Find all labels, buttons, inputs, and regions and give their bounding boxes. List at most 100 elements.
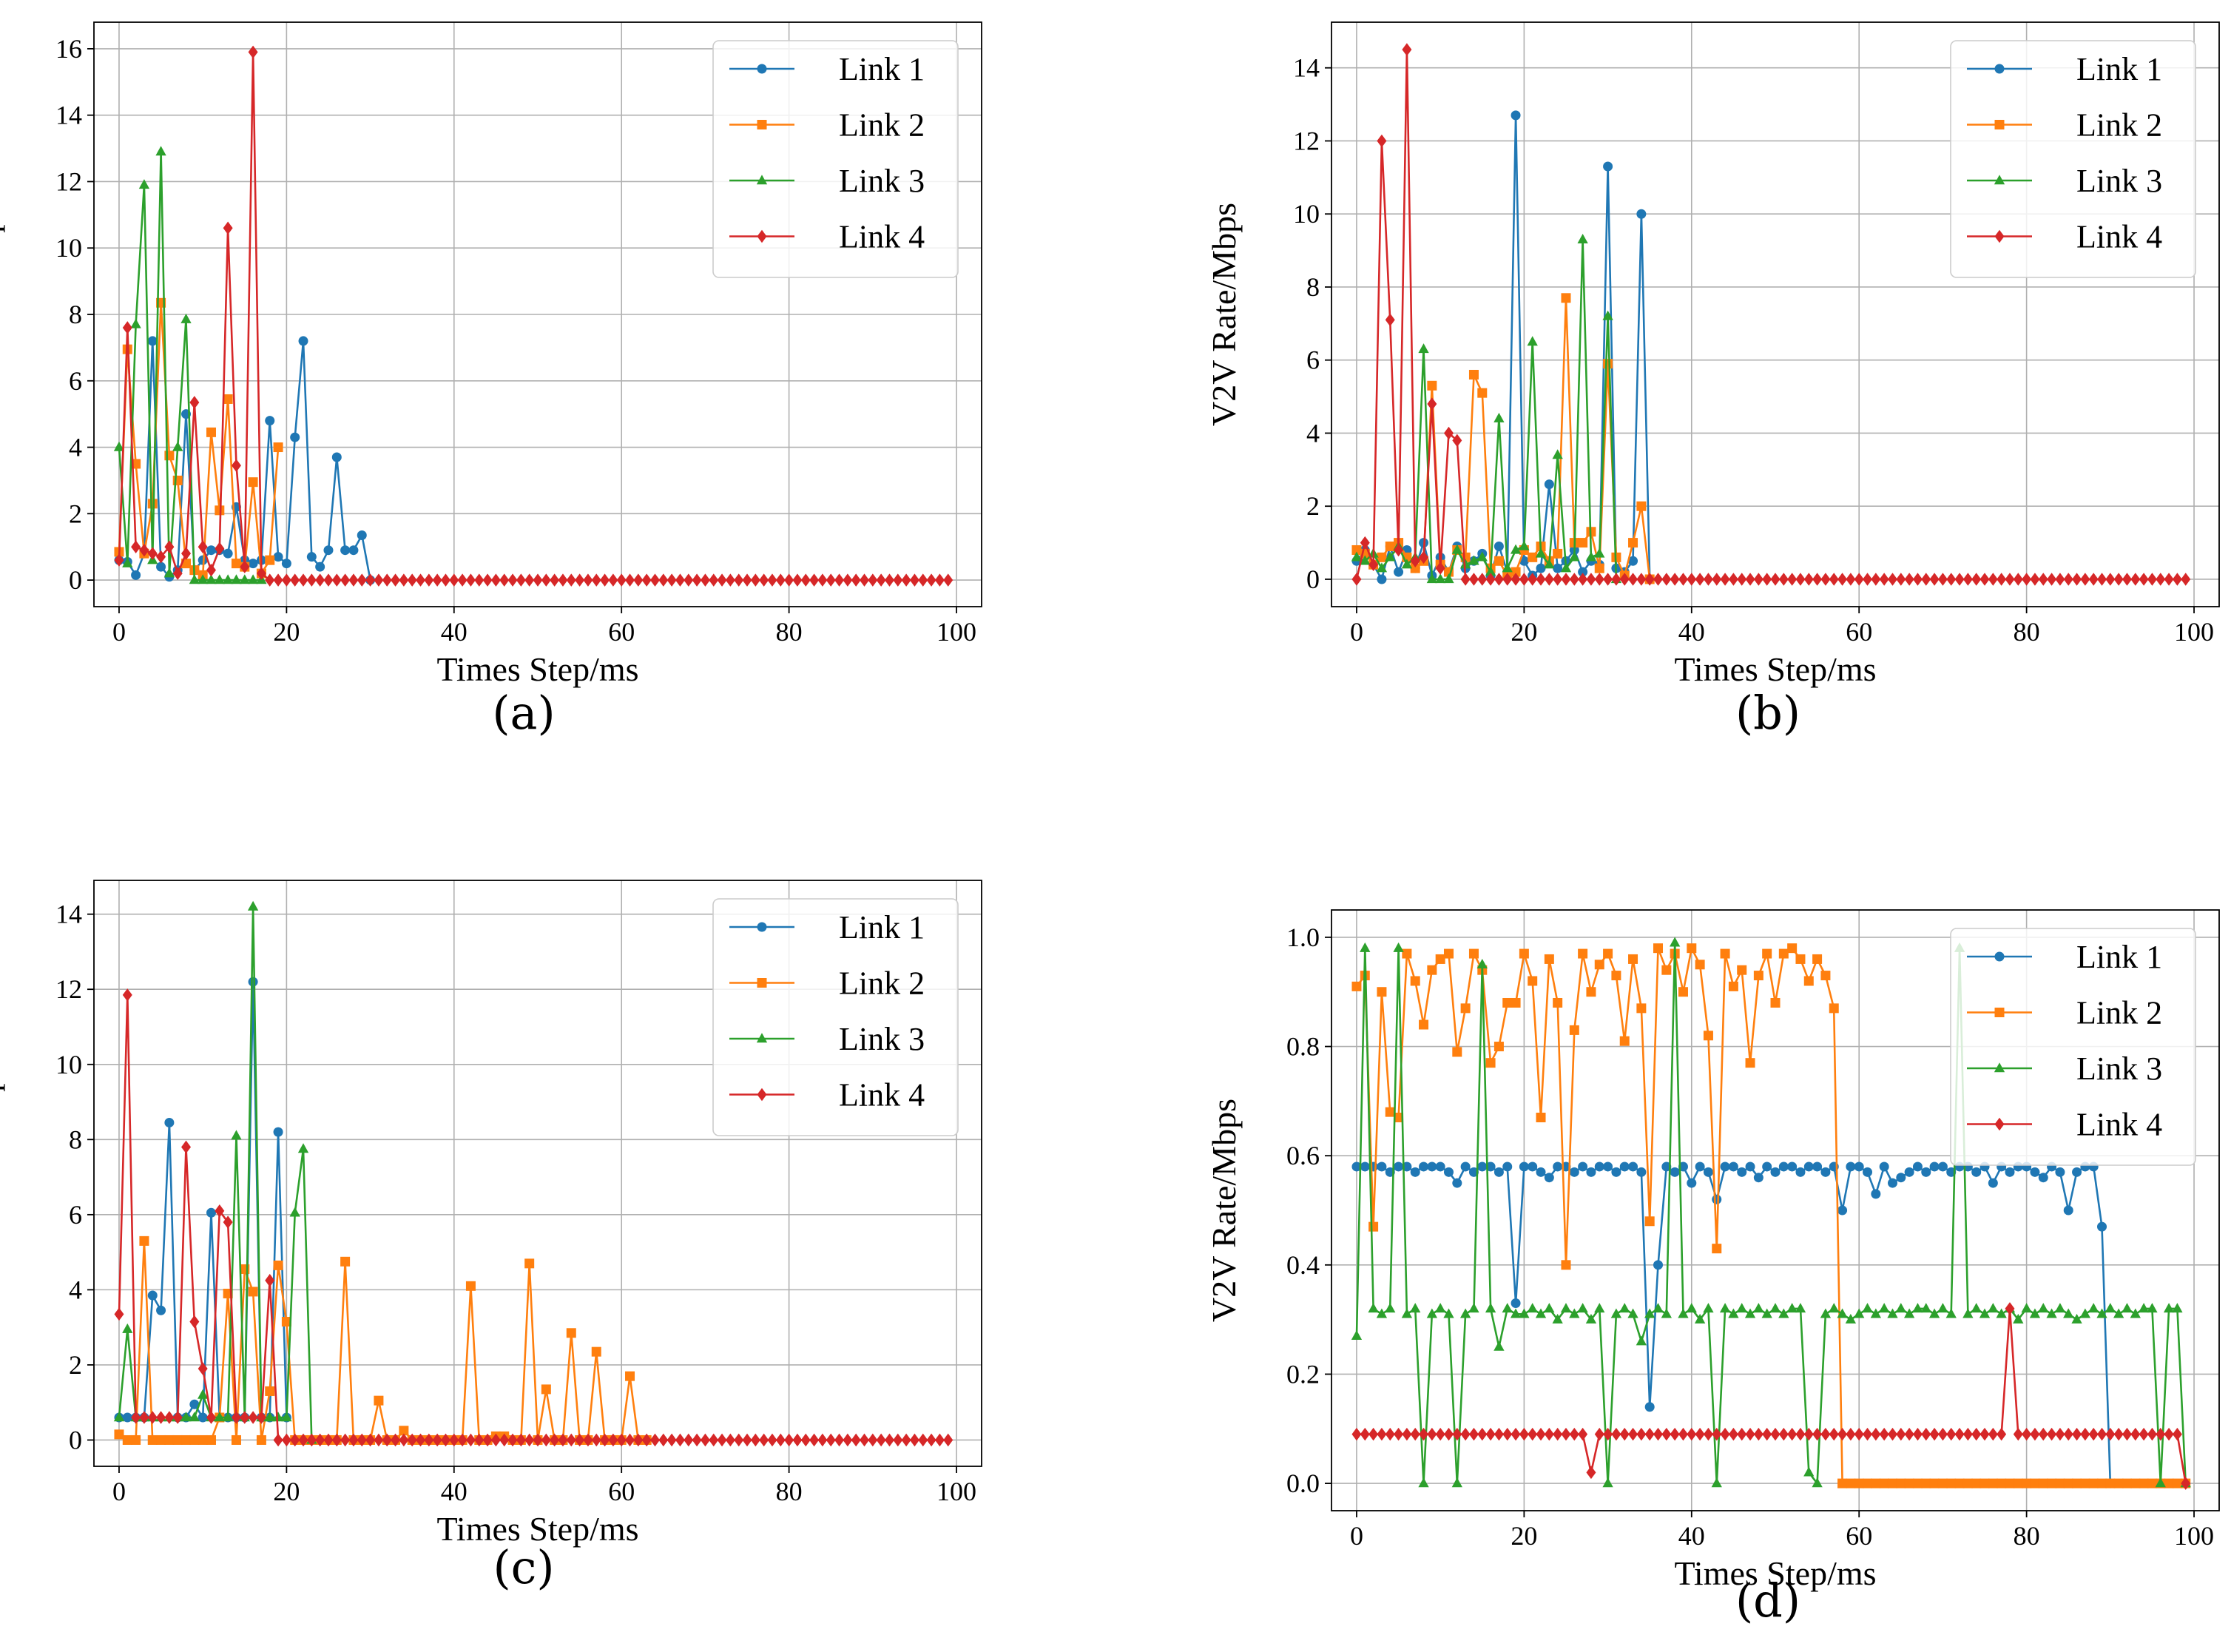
data-point-link1	[1603, 161, 1613, 172]
data-point-link4	[1586, 573, 1596, 586]
data-point-link3	[1510, 1308, 1522, 1318]
data-point-link4	[348, 1433, 359, 1447]
data-point-link2	[172, 1434, 183, 1445]
data-point-link1	[1536, 563, 1546, 573]
data-point-link1	[1929, 1162, 1940, 1172]
data-point-link4	[416, 573, 426, 587]
data-point-link4	[298, 573, 308, 587]
legend-item-link2: Link 2	[1967, 995, 2162, 1031]
data-point-link4	[1896, 1427, 1906, 1441]
data-point-link3	[231, 1130, 242, 1140]
data-point-link3	[1661, 1308, 1672, 1318]
x-tick-label: 40	[441, 617, 468, 647]
data-point-link2	[1871, 1478, 1881, 1489]
data-point-link2	[1553, 997, 1563, 1008]
data-point-link3	[1502, 1303, 1513, 1313]
data-point-link4	[734, 573, 744, 587]
data-point-link2	[1511, 997, 1521, 1008]
data-point-link2	[147, 499, 158, 509]
data-point-link3	[2172, 1303, 2183, 1313]
data-point-link2	[1762, 948, 1772, 959]
data-point-link1	[1795, 1167, 1806, 1177]
data-point-link4	[600, 573, 610, 587]
data-point-link3	[1778, 1308, 1789, 1318]
data-point-link4	[1502, 573, 1513, 586]
data-point-link2	[1427, 965, 1437, 975]
data-point-link4	[2030, 573, 2040, 586]
data-point-link4	[298, 1433, 308, 1447]
data-point-link4	[666, 1433, 677, 1447]
y-axis-label: V2V Rate/Mbps	[1205, 203, 1243, 426]
data-point-link4	[1962, 1427, 1973, 1441]
data-point-link4	[834, 573, 845, 587]
data-point-link4	[575, 573, 585, 587]
data-point-link1	[340, 545, 351, 556]
data-point-link1	[1493, 1167, 1504, 1177]
data-point-link4	[189, 1315, 200, 1329]
data-point-link4	[1586, 1466, 1596, 1480]
data-point-link3	[281, 1412, 292, 1422]
data-point-link1	[357, 530, 367, 540]
data-point-link4	[558, 1433, 568, 1447]
data-point-link4	[558, 573, 568, 587]
data-point-link4	[1493, 573, 1504, 586]
data-point-link4	[2147, 1427, 2157, 1441]
data-point-link3	[1569, 1308, 1580, 1318]
x-tick-label: 100	[936, 617, 976, 647]
data-point-link4	[1946, 573, 1957, 586]
x-tick-label: 100	[2174, 1521, 2214, 1551]
data-point-link2	[524, 1258, 535, 1269]
series-link4	[1351, 1302, 2191, 1490]
data-point-link3	[289, 1207, 300, 1217]
data-point-link2	[1485, 1058, 1496, 1068]
data-point-link4	[1493, 1427, 1504, 1441]
data-point-link2	[122, 1434, 132, 1445]
data-point-link2	[248, 1287, 258, 1297]
data-point-link4	[1452, 434, 1462, 448]
y-tick-label: 0.0	[1286, 1469, 1320, 1498]
series-line-link2	[118, 301, 280, 576]
data-point-link4	[273, 573, 283, 587]
data-point-link1	[156, 1305, 166, 1315]
data-point-link4	[1921, 1427, 1931, 1441]
legend-item-link2: Link 2	[729, 107, 925, 144]
legend-item-link3: Link 3	[1967, 1051, 2162, 1087]
data-point-link3	[1627, 1308, 1638, 1318]
y-tick-label: 8	[69, 1125, 82, 1154]
data-point-link4	[700, 573, 710, 587]
legend-item-link4: Link 4	[729, 219, 925, 255]
data-point-link2	[223, 394, 233, 404]
data-point-link4	[684, 1433, 694, 1447]
data-point-link4	[1594, 573, 1604, 586]
data-point-link1	[1670, 1167, 1680, 1177]
data-point-link4	[700, 1433, 710, 1447]
data-point-link2	[2105, 1478, 2116, 1489]
data-point-link1	[156, 562, 166, 572]
data-point-link3	[1351, 551, 1363, 562]
data-point-link4	[851, 1433, 861, 1447]
data-point-link1	[1879, 1162, 1889, 1172]
data-point-link4	[817, 1433, 828, 1447]
data-point-link2	[1477, 388, 1488, 398]
y-tick-label: 12	[1293, 126, 1320, 155]
data-point-link4	[206, 563, 216, 577]
x-tick-label: 100	[2174, 617, 2214, 647]
data-point-link2	[1385, 542, 1395, 552]
legend-item-link1: Link 1	[729, 909, 925, 945]
data-point-link4	[717, 1433, 727, 1447]
data-point-link4	[1636, 573, 1647, 586]
data-point-link4	[114, 1307, 124, 1321]
data-point-link2	[147, 1434, 158, 1445]
data-point-link2	[374, 1395, 384, 1406]
data-point-link4	[1502, 1427, 1513, 1441]
data-point-link3	[222, 574, 234, 584]
data-point-link4	[1871, 1427, 1881, 1441]
data-point-link4	[1737, 1427, 1747, 1441]
data-point-link3	[1451, 1477, 1462, 1488]
data-point-link4	[206, 1411, 216, 1424]
data-point-link4	[1997, 573, 2007, 586]
data-point-link2	[1511, 567, 1521, 577]
data-point-link2	[1569, 1025, 1579, 1035]
data-point-link4	[1636, 1427, 1647, 1441]
data-point-link4	[198, 540, 208, 553]
